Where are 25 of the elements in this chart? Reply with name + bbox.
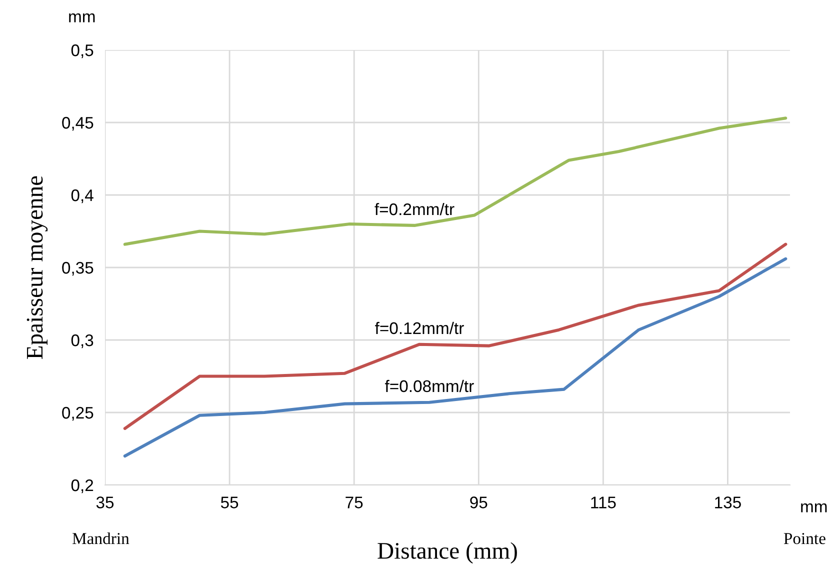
y-tick-label: 0,45	[62, 116, 94, 131]
x-tick-label: 75	[346, 496, 363, 508]
y-axis-title: Epaisseur moyenne	[26, 176, 48, 359]
series-label: f=0.2mm/tr	[374, 202, 454, 216]
line-series	[123, 242, 788, 430]
x-tick-label: 55	[220, 496, 238, 508]
y-tick-label: 0,35	[62, 262, 94, 276]
x-tick-label: 35	[96, 496, 114, 508]
x-tick-label: 95	[470, 496, 488, 508]
y-tick-label: 0,2	[71, 479, 94, 494]
y-tick-label: 0,5	[71, 44, 94, 58]
x-tick-label: 115	[591, 496, 616, 508]
text: Pointe	[784, 532, 826, 544]
y-tick-label: 0,25	[62, 406, 94, 421]
y-tick-label: 0,4	[71, 189, 94, 204]
series-label: f=0.12mm/tr	[375, 322, 464, 334]
y-tick-label: 0,3	[71, 334, 94, 348]
x-tick-label: 135	[715, 496, 741, 508]
text: mm	[69, 13, 95, 22]
line-series	[123, 257, 788, 458]
x-axis-title: Distance (mm)	[378, 542, 517, 564]
line-series	[123, 116, 788, 246]
series-label: f=0.08mm/tr	[384, 380, 474, 392]
text: mm	[801, 503, 827, 512]
text: Mandrin	[72, 532, 130, 544]
